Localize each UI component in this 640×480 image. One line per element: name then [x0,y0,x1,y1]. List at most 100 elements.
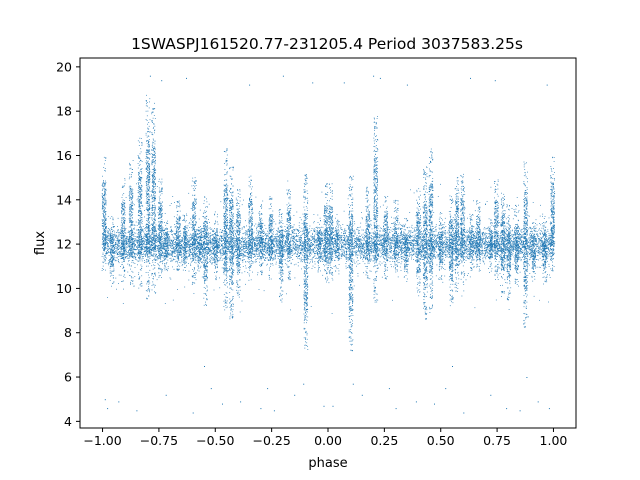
scatter-point [340,235,342,237]
scatter-point [158,236,160,237]
scatter-point [334,230,336,232]
scatter-point [272,240,274,242]
scatter-point [272,257,274,259]
scatter-point [187,244,189,246]
scatter-point [296,254,298,255]
scatter-point [484,245,486,247]
scatter-point [128,260,129,262]
scatter-point [530,256,532,257]
scatter-point [137,241,139,243]
scatter-point [379,227,381,229]
scatter-point [311,249,313,251]
scatter-point [432,253,434,255]
scatter-point [496,239,498,240]
scatter-point [265,251,267,253]
scatter-point [538,252,540,254]
scatter-point [547,244,548,246]
scatter-point [448,224,450,225]
scatter-point [109,247,111,249]
scatter-point [422,248,424,250]
scatter-point [255,248,257,250]
scatter-point [359,226,361,228]
scatter-point [479,255,480,257]
scatter-point [163,248,165,250]
scatter-point [250,266,251,267]
scatter-point [267,257,268,259]
scatter-point [323,215,324,217]
scatter-point [167,259,169,261]
scatter-point [539,240,541,242]
scatter-point [242,241,244,243]
scatter-point [469,232,471,234]
scatter-point [191,260,193,262]
scatter-point [293,241,294,242]
scatter-point [538,243,540,245]
scatter-point [356,252,358,253]
scatter-point [107,252,109,254]
scatter-point [269,229,271,231]
scatter-point [104,247,105,248]
scatter-point [477,256,479,258]
scatter-point [220,254,222,256]
scatter-point [500,248,502,249]
scatter-point [331,231,333,233]
scatter-point [167,240,168,241]
scatter-point [249,237,251,239]
scatter-point [220,257,221,259]
scatter-point [393,251,395,253]
scatter-point [116,240,118,241]
scatter-point [361,234,363,236]
scatter-point [331,238,333,240]
scatter-point [187,240,189,242]
scatter-point [412,245,414,247]
scatter-point [247,257,249,259]
scatter-point [143,249,145,250]
scatter-point [374,243,376,244]
scatter-point [453,244,455,246]
scatter-point [510,262,511,264]
scatter-point [219,238,221,240]
scatter-point [383,256,384,258]
scatter-point [548,239,549,240]
scatter-point [529,226,531,228]
scatter-point [414,236,416,238]
scatter-point [475,254,477,256]
scatter-point [483,256,485,258]
scatter-point [120,233,121,234]
scatter-point [520,251,522,253]
scatter-point [433,246,435,248]
scatter-point [513,246,515,248]
scatter-point [416,239,418,240]
scatter-point [417,229,418,231]
scatter-point [267,244,269,246]
scatter-point [153,243,155,245]
scatter-point [474,244,476,246]
scatter-point [504,257,505,259]
scatter-point [365,241,366,243]
scatter-point [288,257,290,258]
scatter-point [309,243,311,245]
scatter-point [413,241,415,242]
scatter-point [235,245,237,247]
scatter-point [189,222,191,223]
scatter-point [185,252,186,254]
scatter-point [134,245,136,247]
scatter-point [470,243,471,244]
scatter-point [462,235,464,237]
scatter-point [138,238,140,240]
scatter-point [393,246,395,248]
scatter-point [430,249,431,250]
scatter-point [510,243,512,245]
scatter-point [262,240,264,242]
scatter-point [549,253,551,255]
scatter-point [402,238,404,240]
scatter-point [359,244,361,246]
scatter-point [303,232,305,234]
scatter-point [172,248,174,250]
scatter-point [390,237,391,239]
scatter-point [140,242,141,244]
scatter-point [362,236,364,238]
scatter-point [480,247,481,248]
scatter-point [433,254,435,256]
scatter-point [299,241,300,243]
